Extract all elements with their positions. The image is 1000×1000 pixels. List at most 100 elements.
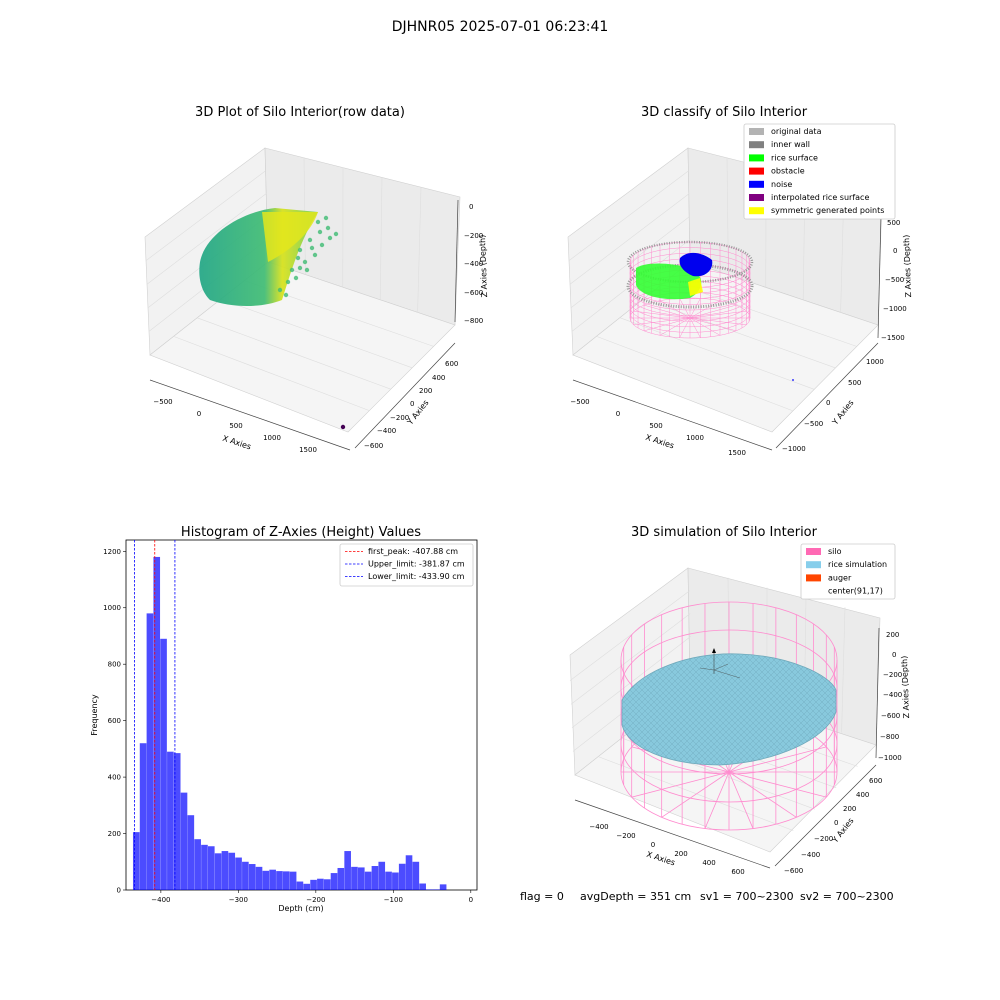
panel1-cloud-highlight xyxy=(262,212,318,262)
hist-bar-43 xyxy=(426,889,433,890)
panel4-ztick-6: −1000 xyxy=(878,754,902,762)
hist-bar-12 xyxy=(214,853,222,890)
panel2-legend-label-2: rice surface xyxy=(771,153,818,162)
silo-spoke xyxy=(659,300,691,319)
scatter-point xyxy=(277,287,283,293)
panel1-ztick-0: 0 xyxy=(469,203,473,211)
panel2-silo-lines xyxy=(629,241,751,339)
gridline xyxy=(620,317,814,390)
hist-bar-27 xyxy=(317,878,324,890)
panel4-x-axis xyxy=(574,799,771,869)
panel2-legend-label-0: original data xyxy=(771,127,822,136)
hist-bar-1 xyxy=(139,743,147,890)
silo-spoke xyxy=(728,771,797,818)
panel1-xtick-2: 500 xyxy=(229,422,242,430)
gridline xyxy=(417,187,422,313)
scatter-point xyxy=(323,215,329,221)
panel4-ytick-3: 0 xyxy=(834,819,838,827)
panel2-inner-wall-bottom xyxy=(626,263,754,309)
panel4-legend-label-3: center(91,17) xyxy=(828,587,883,596)
panel2-title: 3D classify of Silo Interior xyxy=(641,105,808,120)
scatter-point xyxy=(319,242,325,248)
panel2-ytick-1: 500 xyxy=(848,379,861,387)
panel-simulation-3d: 3D simulation of Silo Interior silo rice … xyxy=(569,525,911,876)
panel4-ytick-6: −600 xyxy=(784,867,803,875)
panel4-legend-label-1: rice simulation xyxy=(828,560,887,569)
panel-histogram: Histogram of Z-Axies (Height) Values −40… xyxy=(90,525,478,913)
scatter-point xyxy=(317,229,323,235)
panel2-legend-swatch-6 xyxy=(749,207,764,215)
panel1-scatter-dots xyxy=(277,215,339,298)
panel4-legend-swatch-0 xyxy=(806,548,821,555)
scatter-point xyxy=(315,219,321,225)
silo-spoke xyxy=(633,317,691,326)
panel4-ytick-0: 600 xyxy=(869,777,882,785)
panel2-legend-swatch-1 xyxy=(749,141,764,149)
silo-spoke xyxy=(728,746,827,773)
gridline xyxy=(841,607,846,733)
panel1-ztick-1: −200 xyxy=(464,232,483,240)
panel1-y-ticks: 600 400 200 0 −200 −400 −600 xyxy=(364,360,458,450)
panel4-legend-items: silo rice simulation auger center(91,17) xyxy=(806,547,887,596)
hist-bar-25 xyxy=(303,883,311,890)
panel4-silo xyxy=(620,601,838,831)
gridline xyxy=(571,238,691,332)
hist-bar-32 xyxy=(351,866,358,890)
panel4-auger-tip xyxy=(712,648,716,653)
hist-bar-5 xyxy=(167,751,174,890)
panel1-point-cloud xyxy=(199,208,346,430)
panel1-title: 3D Plot of Silo Interior(row data) xyxy=(195,105,405,120)
panel4-zlabel: Z Axies (Depth) xyxy=(900,656,911,719)
panel2-z-axis xyxy=(877,214,882,339)
hist-bar-8 xyxy=(187,815,195,890)
panel2-noise-outlier xyxy=(792,379,794,381)
panel1-ytick-4: −200 xyxy=(390,414,409,422)
panel4-x-ticks: −400 −200 0 200 400 600 xyxy=(589,823,744,876)
panel2-legend-swatch-3 xyxy=(749,167,764,175)
panel2-legend-box xyxy=(743,123,896,220)
panel2-silo-wireframe xyxy=(626,240,794,381)
scatter-point xyxy=(293,275,299,281)
panel4-ytick-1: 400 xyxy=(856,791,869,799)
hist-bar-16 xyxy=(242,861,249,890)
silo-spoke xyxy=(728,771,827,798)
panel1-ytick-2: 200 xyxy=(419,387,432,395)
hist-legend-label-0: first_peak: -407.88 cm xyxy=(368,547,458,556)
hist-bar-38 xyxy=(392,872,399,890)
gridline xyxy=(220,298,413,369)
figure-suptitle: DJHNR05 2025-07-01 06:23:41 xyxy=(392,19,609,35)
panel2-rice-surface xyxy=(636,263,702,300)
panel2-y-ticks: 1000 500 0 −500 −1000 xyxy=(782,358,884,453)
silo-spoke xyxy=(643,317,691,332)
panel4-center-marker xyxy=(699,663,741,679)
panel-raw-3d-plot: 3D Plot of Silo Interior(row data) xyxy=(144,105,489,454)
silo-spoke xyxy=(679,298,691,319)
scatter-point xyxy=(312,252,318,258)
panel2-ytick-4: −1000 xyxy=(782,445,806,453)
status-sv1: sv1 = 700~2300 xyxy=(700,890,794,903)
panel1-xtick-1: 0 xyxy=(197,410,201,418)
hist-bar-10 xyxy=(201,844,208,890)
silo-spoke xyxy=(659,317,691,336)
panel4-xtick-3: 200 xyxy=(674,850,687,858)
panel2-legend-items: original data inner wall rice surface obsta… xyxy=(749,127,884,215)
panel1-x-axis xyxy=(149,379,351,451)
hist-bar-41 xyxy=(412,861,420,890)
hist-ytick-label-1: 200 xyxy=(108,830,121,838)
hist-bars xyxy=(132,556,447,890)
panel2-xtick-0: −500 xyxy=(570,398,589,406)
gridline xyxy=(570,216,690,309)
scatter-point xyxy=(333,231,339,237)
hist-bar-35 xyxy=(371,866,379,890)
status-flag: flag = 0 xyxy=(520,890,564,903)
gridline xyxy=(379,177,383,300)
hist-xtick-label-2: −200 xyxy=(306,896,325,904)
panel4-legend-label-2: auger xyxy=(828,573,852,582)
hist-bar-44 xyxy=(432,889,440,890)
scatter-point xyxy=(309,245,315,251)
panel2-ytick-3: −500 xyxy=(804,420,823,428)
silo-spoke xyxy=(689,304,737,319)
panel1-outlier-point xyxy=(340,424,346,430)
panel1-ztick-4: −800 xyxy=(464,317,483,325)
